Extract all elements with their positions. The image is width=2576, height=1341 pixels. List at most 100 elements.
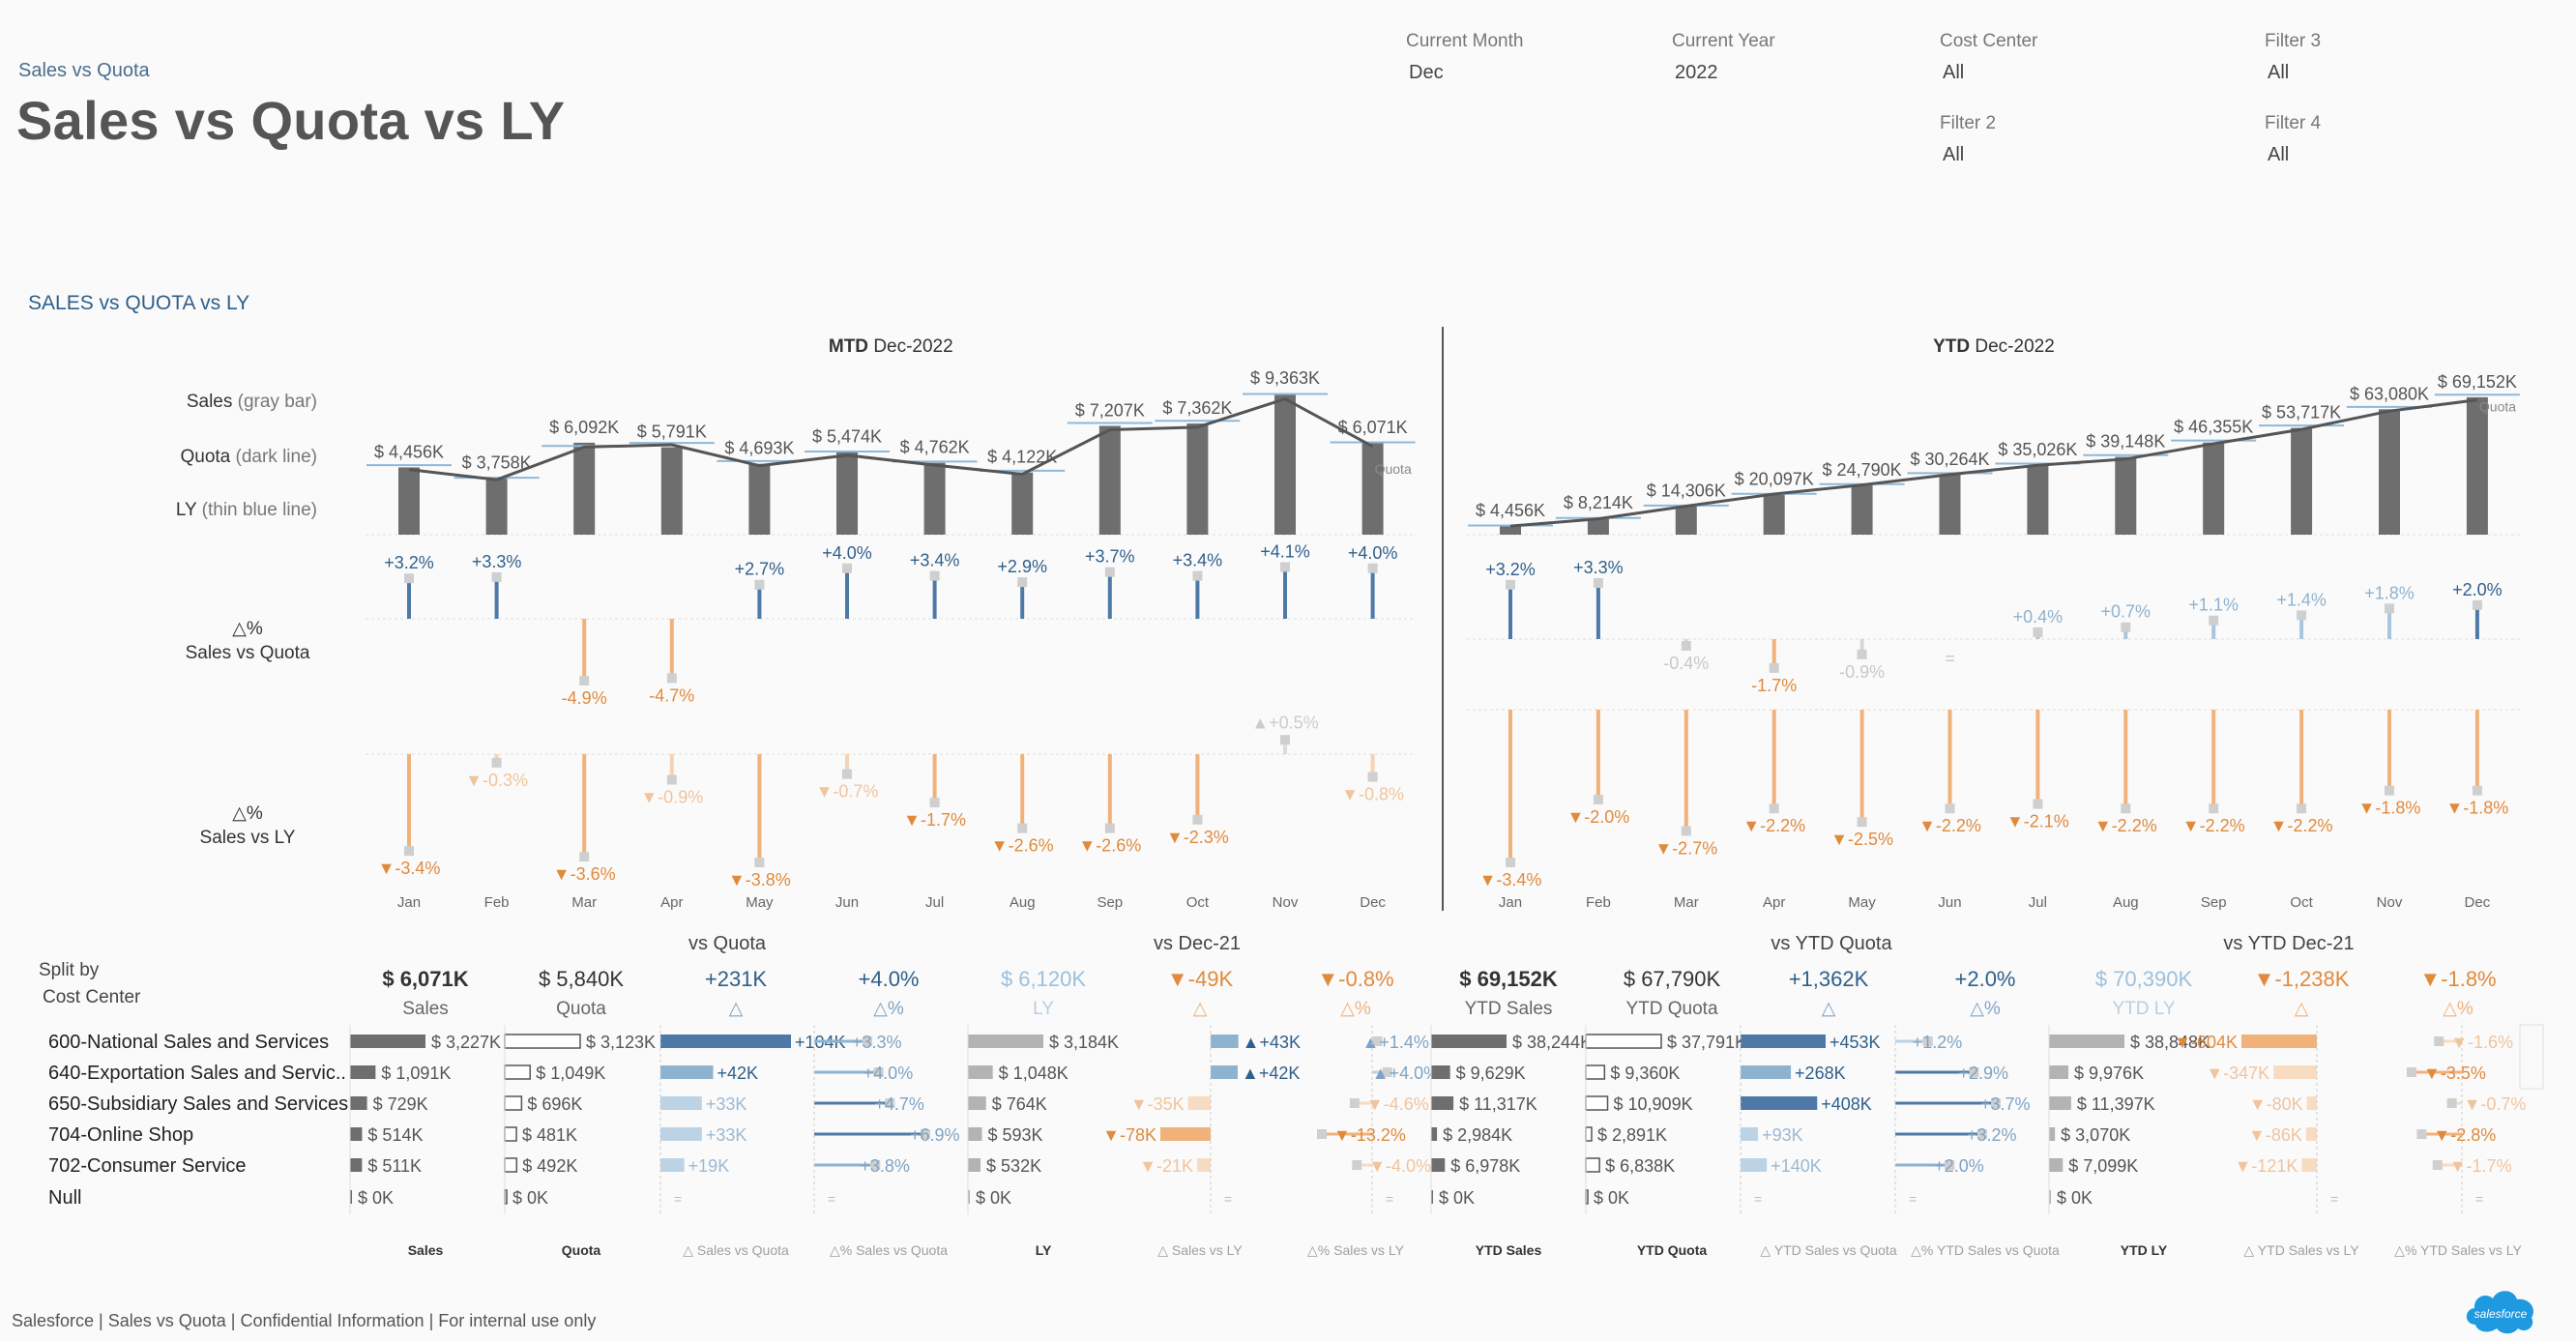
sales-label: $ 39,148K xyxy=(2086,432,2165,452)
vs-quota-label: +2.0% xyxy=(2452,580,2503,599)
filter-value[interactable]: All xyxy=(1943,62,1965,83)
vs-ly-point xyxy=(2033,799,2043,809)
cell-bar xyxy=(660,1158,685,1172)
vs-ly-label: ▼-2.2% xyxy=(2182,816,2245,835)
vs-ly-point xyxy=(404,846,414,857)
cell-point xyxy=(1317,1129,1327,1139)
cell-label: $ 696K xyxy=(527,1094,582,1114)
vs-ly-point xyxy=(1192,814,1203,825)
cell-label: ▼-80K xyxy=(2249,1094,2303,1114)
cell-bar xyxy=(1741,1065,1792,1079)
month-tick: Mar xyxy=(571,894,597,911)
sales-bar xyxy=(660,447,683,535)
vs-ly-label: ▼-1.8% xyxy=(2358,799,2421,818)
vs-ly-label: ▼-2.2% xyxy=(1742,816,1805,835)
vs-ly-point xyxy=(1681,826,1691,836)
vs-quota-label: +3.4% xyxy=(910,551,960,570)
vs-quota-label: +3.2% xyxy=(1485,560,1536,579)
filter-current-year[interactable]: Current Year 2022 xyxy=(1672,31,1775,84)
cell-bar xyxy=(2301,1158,2317,1172)
filter-value[interactable]: All xyxy=(2268,144,2290,165)
cell-bar xyxy=(968,1035,1043,1048)
sales-bar xyxy=(573,442,596,535)
month-tick: Mar xyxy=(1674,894,1699,911)
sales-bar xyxy=(1274,393,1296,535)
cell-label: +140K xyxy=(1771,1156,1822,1176)
sales-bar xyxy=(398,467,420,535)
vs-ly-point xyxy=(2121,803,2131,814)
filter-value[interactable]: All xyxy=(2268,62,2290,83)
vs-ly-label: ▼-3.8% xyxy=(728,870,791,889)
filter-value[interactable]: Dec xyxy=(1409,62,1444,83)
cell-label: $ 0K xyxy=(1594,1188,1629,1208)
sales-label: $ 5,474K xyxy=(812,427,882,447)
row-label-ly: LY (thin blue line) xyxy=(176,500,317,520)
row-label: 704-Online Shop xyxy=(48,1124,193,1146)
sales-label: $ 9,363K xyxy=(1250,368,1320,388)
cell-label: $ 764K xyxy=(992,1094,1047,1114)
column-total: $ 5,840K xyxy=(539,967,624,991)
filter-value[interactable]: 2022 xyxy=(1675,62,1718,83)
column-subheader: YTD LY xyxy=(2112,999,2175,1019)
sales-label: $ 7,207K xyxy=(1075,400,1145,420)
cell-label: +6.9% xyxy=(910,1125,960,1145)
vs-ly-label: ▼-2.6% xyxy=(1078,836,1141,856)
salesforce-logo[interactable]: salesforce xyxy=(2462,1282,2539,1336)
cell-label: +33K xyxy=(706,1125,747,1145)
column-total: $ 67,790K xyxy=(1624,967,1721,991)
column-footer: Quota xyxy=(562,1242,601,1258)
cell-label: $ 3,123K xyxy=(586,1033,656,1052)
cell-bar xyxy=(504,1064,531,1080)
filter-current-month[interactable]: Current Month Dec xyxy=(1406,31,1523,84)
table-column: ▼-0.8% △% △% Sales vs LY ▲+1.4% ▲+4.0% ▼-4.6%… xyxy=(1307,967,1439,1258)
sales-bar xyxy=(485,478,508,535)
vs-quota-label: +1.8% xyxy=(2364,583,2415,602)
vs-quota-point xyxy=(1104,567,1115,577)
cell-bar xyxy=(1197,1158,1211,1172)
cell-bar xyxy=(2306,1096,2317,1110)
sales-bar xyxy=(1011,472,1034,535)
column-subheader: △% xyxy=(2443,999,2474,1019)
vs-ly-point xyxy=(579,852,590,862)
month-tick: Nov xyxy=(1273,894,1299,911)
quota-end-label: Quota xyxy=(2479,399,2516,415)
cell-bar xyxy=(2049,1096,2071,1110)
filter-value[interactable]: All xyxy=(1943,144,1965,165)
cell-label: ▼-78K xyxy=(1102,1125,1156,1145)
cell-bar xyxy=(2049,1158,2064,1172)
vs-ly-label: ▼-3.4% xyxy=(1479,870,1542,889)
group-header: vs YTD Dec-21 xyxy=(2223,933,2354,954)
split-by-value: Cost Center xyxy=(43,987,141,1007)
cell-bar xyxy=(2049,1065,2069,1079)
sales-bar xyxy=(1098,425,1121,535)
filter-3[interactable]: Filter 3 All xyxy=(2265,31,2321,84)
vs-quota-label: +4.1% xyxy=(1260,541,1310,561)
cell-point xyxy=(870,1160,881,1170)
vs-quota-label: +2.7% xyxy=(735,560,785,579)
vs-quota-label: -0.9% xyxy=(1839,662,1885,682)
filter-cost-center[interactable]: Cost Center All xyxy=(1940,31,2037,84)
cell-bar xyxy=(968,1158,981,1172)
vs-ly-point xyxy=(2472,785,2482,796)
vs-ly-label: ▼-3.4% xyxy=(378,859,441,878)
vs-quota-point xyxy=(1192,570,1203,581)
cell-label: ▲+43K xyxy=(1243,1033,1301,1052)
cell-bar xyxy=(2305,1127,2317,1141)
cell-label: $ 7,099K xyxy=(2068,1156,2138,1176)
sales-label: $ 5,791K xyxy=(637,423,707,442)
row-label-dq-top: △% xyxy=(232,619,263,639)
month-tick: Jun xyxy=(1938,894,1961,911)
breadcrumb[interactable]: Sales vs Quota xyxy=(18,60,150,81)
vs-quota-label: +3.3% xyxy=(1573,558,1624,577)
column-footer: △ YTD Sales vs LY xyxy=(2243,1242,2359,1258)
column-total: +1,362K xyxy=(1789,967,1869,991)
month-tick: Jan xyxy=(397,894,421,911)
cell-bar xyxy=(1585,1157,1600,1173)
vs-ly-label: ▼-2.3% xyxy=(1166,828,1229,847)
filter-4[interactable]: Filter 4 All xyxy=(2265,113,2321,166)
sales-bar xyxy=(748,463,771,535)
cell-label: +19K xyxy=(688,1156,730,1176)
month-tick: Aug xyxy=(1010,894,1036,911)
chart-title: MTD Dec-2022 xyxy=(829,336,953,357)
filter-2[interactable]: Filter 2 All xyxy=(1940,113,1996,166)
